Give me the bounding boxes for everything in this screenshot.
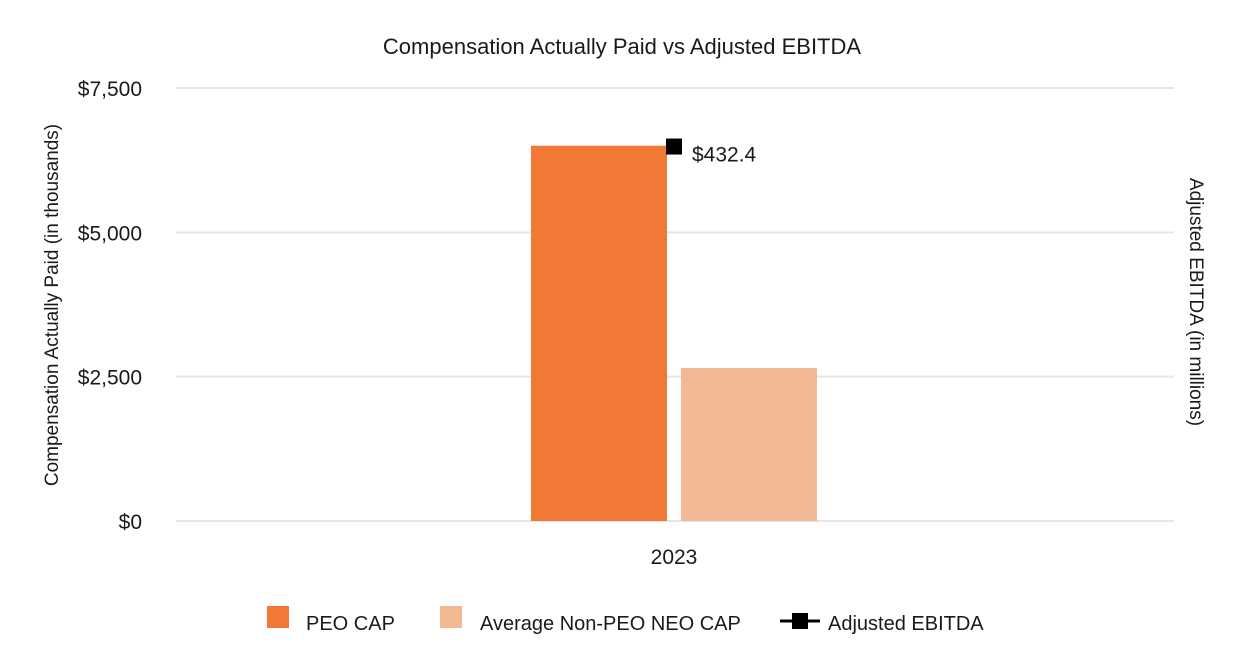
gridlines [176, 87, 1174, 522]
bar-average-non-peo-neo-cap [681, 368, 817, 521]
legend-swatch-avg-non-peo-neo-cap [440, 606, 462, 628]
chart-title: Compensation Actually Paid vs Adjusted E… [383, 34, 861, 59]
legend-label-peo-cap: PEO CAP [306, 613, 395, 635]
x-tick-label: 2023 [651, 546, 698, 569]
y-tick-label: $0 [119, 511, 142, 534]
x-axis-ticks: 2023 [651, 546, 698, 569]
y-tick-label: $7,500 [78, 78, 142, 101]
bars [531, 145, 817, 521]
legend-marker-adjusted-ebitda [792, 613, 808, 629]
ebitda-data-label: $432.4 [692, 144, 757, 167]
legend-swatch-peo-cap [267, 606, 289, 628]
y-axis-label: Compensation Actually Paid (in thousands… [42, 124, 63, 486]
legend: PEO CAP Average Non-PEO NEO CAP Adjusted… [267, 606, 984, 635]
legend-label-adjusted-ebitda: Adjusted EBITDA [828, 613, 984, 635]
y2-axis-label: Adjusted EBITDA (in millions) [1185, 178, 1206, 426]
ebitda-markers: $432.4 [666, 138, 757, 167]
y-tick-label: $2,500 [78, 367, 142, 390]
ebitda-marker [666, 138, 682, 155]
legend-label-avg-non-peo-neo-cap: Average Non-PEO NEO CAP [480, 613, 741, 635]
y-axis-ticks: $0 $2,500 $5,000 $7,500 [78, 78, 142, 534]
bar-peo-cap [531, 145, 667, 521]
y-tick-label: $5,000 [78, 222, 142, 245]
